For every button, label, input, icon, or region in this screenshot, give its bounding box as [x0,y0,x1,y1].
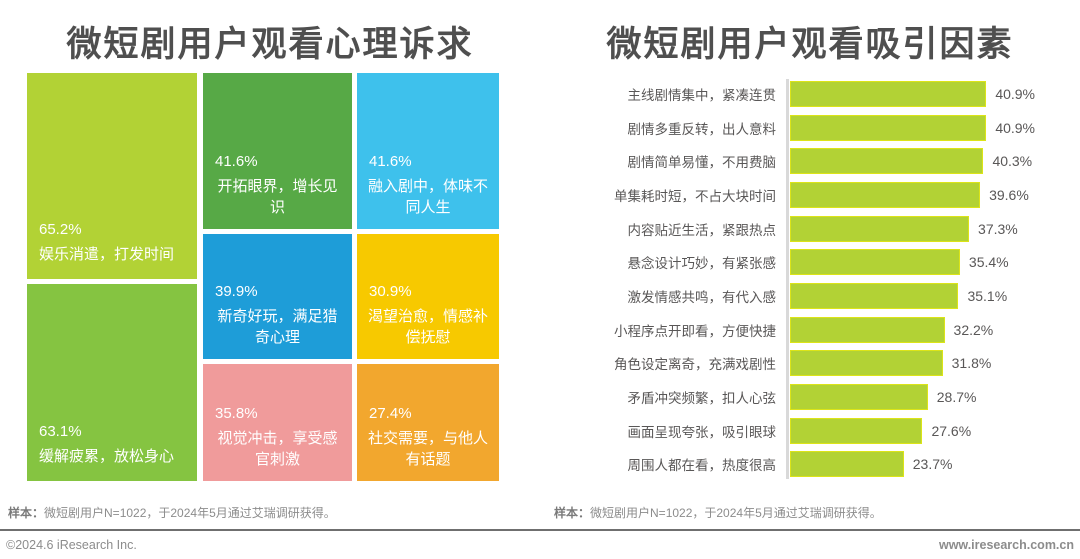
bar-category-label: 画面呈现夸张，吸引眼球 [627,424,777,440]
bar-category-label: 周围人都在看，热度很高 [627,458,777,474]
left-footnote: 样本：微短剧用户N=1022，于2024年5月通过艾瑞调研获得。 [8,504,336,521]
bar-row: 悬念设计巧妙，有紧张感 35.4% [554,245,1070,279]
bar-row: 剧情简单易懂，不用费脑 40.3% [554,144,1070,178]
bar-category-label: 主线剧情集中，紧凑连贯 [627,87,777,103]
bar [790,282,959,309]
bar-category-label: 小程序点开即看，方便快捷 [614,323,776,339]
bar [790,181,981,208]
cell-label: 渴望治愈，情感补偿抚慰 [367,307,488,347]
bar [790,451,904,478]
bar-row: 画面呈现夸张，吸引眼球 27.6% [554,414,1070,448]
bar-row: 内容贴近生活，紧跟热点 37.3% [554,212,1070,246]
bar [790,80,987,107]
treemap-cell-visual: 35.8% 视觉冲击，享受感官刺激 [203,364,352,481]
cell-label: 缓解疲累，放松身心 [39,448,175,466]
bar-category-label: 悬念设计巧妙，有紧张感 [627,256,777,272]
bar-value-label: 40.9% [995,85,1036,102]
bar [790,148,984,175]
footnote-text: 微短剧用户N=1022，于2024年5月通过艾瑞调研获得。 [590,506,882,520]
bar-category-label: 角色设定离奇，充满戏剧性 [614,357,776,373]
bar-value-label: 39.6% [989,186,1029,203]
bar-category-label: 剧情多重反转，出人意料 [627,121,777,137]
bar-category-label: 激发情感共鸣，有代入感 [627,289,777,305]
right-chart-panel: 微短剧用户观看吸引因素 主线剧情集中，紧凑连贯 40.9% 剧情多重反转，出人意… [540,0,1080,500]
bar-category-label: 单集耗时短，不占大块时间 [614,188,776,204]
bar [790,417,923,444]
bar-row: 小程序点开即看，方便快捷 32.2% [554,313,1070,347]
bar [790,350,943,377]
cell-percent: 41.6% [369,152,412,170]
bar-row: 角色设定离奇，充满戏剧性 31.8% [554,347,1070,381]
cell-percent: 65.2% [39,221,82,239]
treemap-cell-novelty: 39.9% 新奇好玩，满足猎奇心理 [203,234,352,359]
cell-percent: 41.6% [215,152,258,170]
bar [790,384,928,411]
bar-axis-line [786,79,789,480]
bar-row: 矛盾冲突频繁，扣人心弦 28.7% [554,380,1070,414]
bar-rows: 主线剧情集中，紧凑连贯 40.9% 剧情多重反转，出人意料 40.9% 剧情简单… [554,77,1070,481]
bar-value-label: 32.2% [953,321,994,338]
cell-label: 娱乐消遣，打发时间 [39,246,175,264]
bar-row: 主线剧情集中，紧凑连贯 40.9% [554,77,1070,111]
cell-label: 融入剧中，体味不同人生 [367,177,488,217]
bar-row: 周围人都在看，热度很高 23.7% [554,448,1070,482]
bar-row: 剧情多重反转，出人意料 40.9% [554,111,1070,145]
footnote-prefix: 样本： [554,506,591,520]
bar-value-label: 35.4% [968,254,1009,271]
bar-value-label: 28.7% [936,389,977,406]
bar-value-label: 31.8% [951,355,992,372]
bar-row: 激发情感共鸣，有代入感 35.1% [554,279,1070,313]
cell-label: 社交需要，与他人有话题 [367,429,488,469]
treemap-cell-entertainment: 65.2% 娱乐消遣，打发时间 [27,73,197,279]
bar-row: 单集耗时短，不占大块时间 39.6% [554,178,1070,212]
bar [790,114,987,141]
bar [790,249,960,276]
bar-category-label: 矛盾冲突频繁，扣人心弦 [627,391,777,407]
bar-value-label: 35.1% [967,287,1008,304]
footnote-prefix: 样本： [8,506,45,520]
treemap-cell-relax: 63.1% 缓解疲累，放松身心 [27,284,197,481]
treemap-cell-immerse: 41.6% 融入剧中，体味不同人生 [357,73,499,229]
cell-label: 视觉冲击，享受感官刺激 [217,429,338,469]
right-footnote: 样本：微短剧用户N=1022，于2024年5月通过艾瑞调研获得。 [554,504,882,521]
bar-value-label: 27.6% [931,422,972,439]
cell-percent: 27.4% [369,404,412,422]
copyright-text: ©2024.6 iResearch Inc. [6,538,137,552]
treemap-cell-social: 27.4% 社交需要，与他人有话题 [357,364,499,481]
bar-category-label: 内容贴近生活，紧跟热点 [627,222,777,238]
cell-percent: 35.8% [215,404,258,422]
footer-divider [0,529,1080,531]
bar [790,215,970,242]
website-text: www.iresearch.com.cn [938,538,1074,552]
cell-label: 开拓眼界，增长见识 [217,177,338,217]
cell-percent: 63.1% [39,423,82,441]
treemap-cell-healing: 30.9% 渴望治愈，情感补偿抚慰 [357,234,499,359]
left-chart-panel: 微短剧用户观看心理诉求 65.2% 娱乐消遣，打发时间 63.1% 缓解疲累，放… [0,0,540,500]
bar-value-label: 37.3% [978,220,1018,237]
cell-percent: 30.9% [369,282,412,300]
bar-value-label: 23.7% [912,456,953,473]
footnote-text: 微短剧用户N=1022，于2024年5月通过艾瑞调研获得。 [44,506,336,520]
treemap: 65.2% 娱乐消遣，打发时间 63.1% 缓解疲累，放松身心 41.6% 开拓… [27,73,499,481]
cell-label: 新奇好玩，满足猎奇心理 [217,307,338,347]
cell-percent: 39.9% [215,282,258,300]
bar-value-label: 40.9% [995,119,1036,136]
left-chart-title: 微短剧用户观看心理诉求 [66,25,474,64]
bar-value-label: 40.3% [992,153,1033,170]
right-chart-title: 微短剧用户观看吸引因素 [606,25,1014,64]
bar [790,316,945,343]
bar-category-label: 剧情简单易懂，不用费脑 [627,155,777,171]
treemap-cell-broaden: 41.6% 开拓眼界，增长见识 [203,73,352,229]
